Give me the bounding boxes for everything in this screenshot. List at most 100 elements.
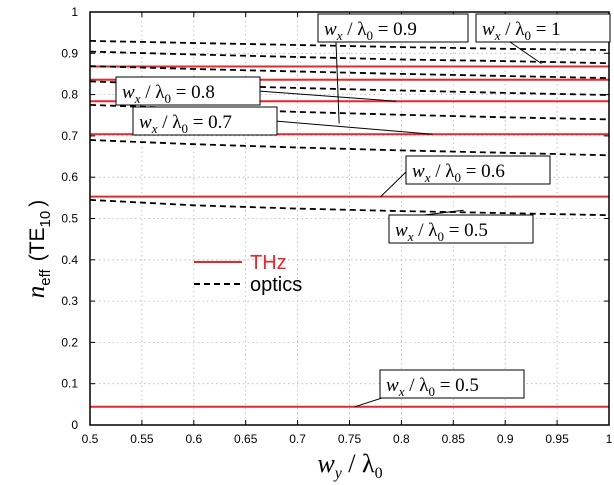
annotation: wx / λ0 = 0.9 bbox=[317, 13, 469, 124]
annotation-text: wx / λ0 = 1 bbox=[482, 19, 561, 43]
optics-series-line bbox=[89, 65, 610, 79]
annotation-leader bbox=[509, 41, 542, 65]
annotation-text: wx / λ0 = 0.5 bbox=[395, 220, 488, 244]
annotation-text-part: 0 bbox=[454, 170, 461, 185]
x-tick-label: 0.85 bbox=[442, 432, 466, 446]
x-tick-label: 1 bbox=[606, 432, 613, 446]
annotation-text-part: w bbox=[482, 19, 495, 40]
annotation-box bbox=[115, 76, 261, 106]
x-label-rest-sub: 0 bbox=[375, 465, 383, 482]
y-label-mode: (TE bbox=[26, 227, 49, 261]
y-tick-label: 0.9 bbox=[61, 46, 78, 60]
annotation-text-part: = 0.7 bbox=[188, 112, 232, 133]
annotation-text-part: = 0.5 bbox=[435, 375, 479, 396]
x-tick-label: 0.65 bbox=[234, 432, 258, 446]
annotation-text-part: 0 bbox=[181, 121, 188, 136]
annotation-text-part: 0 bbox=[428, 384, 435, 399]
x-tick-label: 0.75 bbox=[338, 432, 362, 446]
annotation-layer: wx / λ0 = 0.9 wx / λ0 = 1wx / λ0 = 0.8wx … bbox=[115, 13, 611, 408]
y-tick-label: 0.6 bbox=[61, 170, 78, 184]
y-tick-label: 0 bbox=[71, 418, 78, 432]
optics-series-line bbox=[89, 139, 610, 157]
annotation-text: wx / λ0 = 0.6 bbox=[412, 161, 505, 185]
annotation-text-part: / λ bbox=[140, 82, 165, 103]
tick-layer: 0.5 0.55 0.6 0.65 0.7 0.75 0.8 0.85 0.9 0.95 1 0 0.1… bbox=[61, 5, 612, 446]
legend-label-optics: optics bbox=[250, 274, 302, 296]
svg-text:wy / λ0: wy / λ0 bbox=[317, 449, 382, 482]
annotation-text-part: = 1 bbox=[531, 19, 561, 40]
annotation-text-part: x bbox=[494, 28, 501, 43]
y-tick-label: 0.1 bbox=[61, 377, 78, 391]
annotation: wx / λ0 = 0.8 bbox=[115, 76, 397, 106]
annotation: wx / λ0 = 0.6 bbox=[380, 155, 551, 197]
x-tick-label: 0.7 bbox=[289, 432, 306, 446]
annotation-text: wx / λ0 = 0.5 bbox=[386, 375, 479, 399]
annotation-text-part: w bbox=[386, 375, 399, 396]
annotation-text-part: = 0.6 bbox=[461, 161, 505, 182]
annotation-text-part: / λ bbox=[413, 220, 438, 241]
x-tick-label: 0.5 bbox=[82, 432, 99, 446]
x-label-rest: / λ bbox=[342, 449, 375, 478]
annotation-text-part: = 0.8 bbox=[171, 82, 215, 103]
y-label-mode-sub: 10 bbox=[37, 211, 54, 228]
annotation-text: wx / λ0 = 0.7 bbox=[139, 112, 232, 136]
annotation-text-part: x bbox=[407, 229, 414, 244]
x-tick-label: 0.9 bbox=[497, 432, 514, 446]
y-tick-label: 0.2 bbox=[61, 335, 78, 349]
annotation-text-part: = 0.5 bbox=[444, 220, 488, 241]
y-tick-label: 0.3 bbox=[61, 294, 78, 308]
annotation-text-part: 0 bbox=[366, 28, 373, 43]
annotation-box bbox=[475, 13, 611, 43]
annotation-text: wx / λ0 = 0.9 bbox=[324, 19, 417, 43]
y-tick-label: 0.8 bbox=[61, 88, 78, 102]
optics-series-line bbox=[89, 199, 610, 217]
y-tick-label: 0.7 bbox=[61, 129, 78, 143]
annotation-text-part: x bbox=[151, 121, 158, 136]
x-label-w-sub: y bbox=[333, 465, 343, 482]
annotation-box bbox=[388, 214, 534, 244]
annotation-text: wx / λ0 = 0.8 bbox=[122, 82, 215, 106]
x-tick-label: 0.95 bbox=[545, 432, 569, 446]
annotation-text-part: x bbox=[398, 384, 405, 399]
annotation-text-part: / λ bbox=[500, 19, 525, 40]
annotation-box bbox=[317, 13, 469, 43]
annotation-text-part: w bbox=[395, 220, 408, 241]
x-axis-label: wy / λ0 bbox=[317, 449, 382, 482]
annotation-leader bbox=[274, 120, 433, 135]
y-label-n-sub: eff bbox=[37, 268, 54, 285]
annotation: wx / λ0 = 1 bbox=[475, 13, 611, 65]
annotation-text-part: 0 bbox=[524, 28, 531, 43]
annotation-leader bbox=[380, 169, 409, 197]
optics-series-line bbox=[89, 40, 610, 51]
annotation-text-part: w bbox=[412, 161, 425, 182]
annotation-text-part: = 0.9 bbox=[373, 19, 417, 40]
annotation-text-part: / λ bbox=[342, 19, 367, 40]
y-tick-label: 0.5 bbox=[61, 212, 78, 226]
annotation: wx / λ0 = 0.7 bbox=[132, 106, 433, 136]
annotation-text-part: w bbox=[122, 82, 135, 103]
annotation-leader bbox=[423, 209, 464, 216]
annotation-text-part: x bbox=[424, 170, 431, 185]
annotation-box bbox=[132, 106, 278, 136]
y-tick-label: 0.4 bbox=[61, 253, 78, 267]
annotation: wx / λ0 = 0.5 bbox=[354, 369, 525, 408]
annotation-leader bbox=[335, 41, 340, 124]
annotation-leader bbox=[354, 397, 383, 408]
x-tick-label: 0.6 bbox=[185, 432, 202, 446]
annotation-text-part: x bbox=[134, 91, 141, 106]
y-label-n: n bbox=[23, 286, 50, 299]
annotation-box bbox=[379, 369, 525, 399]
optics-series-line bbox=[89, 50, 610, 65]
x-label-w: w bbox=[317, 449, 335, 478]
annotation-text-part: / λ bbox=[430, 161, 455, 182]
annotation-leader bbox=[257, 90, 397, 102]
y-tick-label: 1 bbox=[71, 5, 78, 19]
svg-text:neff(TE10): neff (TE10) bbox=[23, 200, 54, 298]
y-label-close: ) bbox=[26, 200, 49, 207]
annotation-box bbox=[405, 155, 551, 185]
annotation: wx / λ0 = 0.5 bbox=[388, 209, 534, 244]
annotation-text-part: 0 bbox=[164, 91, 171, 106]
plot-frame bbox=[89, 11, 610, 426]
